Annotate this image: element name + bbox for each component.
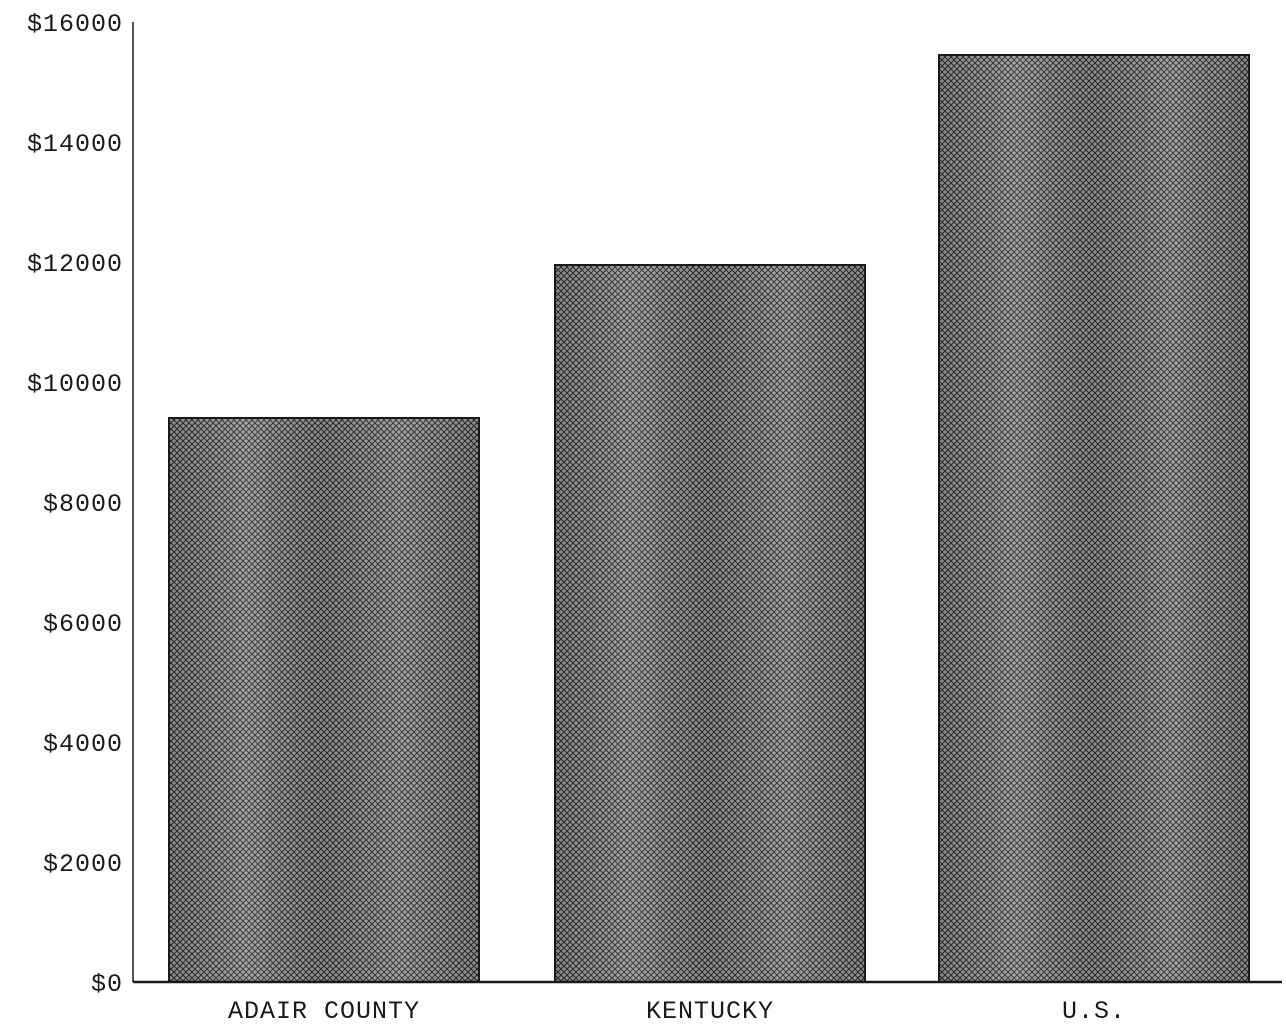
y-axis-ticks: $0 $2000 $4000 $6000 $8000 $10000 $12000 $14000…: [27, 10, 123, 999]
bar-shading: [940, 56, 1248, 981]
y-tick-label: $12000: [27, 250, 123, 279]
x-category-label: KENTUCKY: [646, 997, 774, 1023]
x-category-label: ADAIR COUNTY: [228, 997, 420, 1023]
y-tick-label: $0: [91, 970, 123, 999]
y-tick-label: $8000: [43, 490, 123, 519]
bar-shading: [170, 419, 478, 981]
y-tick-label: $4000: [43, 730, 123, 759]
x-axis-labels: ADAIR COUNTY KENTUCKY U.S.: [228, 997, 1126, 1026]
y-tick-label: $16000: [27, 10, 123, 39]
y-tick-label: $10000: [27, 370, 123, 399]
y-tick-label: $2000: [43, 850, 123, 879]
bar-shading: [556, 266, 864, 981]
bars: [168, 54, 1250, 983]
y-tick-label: $14000: [27, 130, 123, 159]
y-tick-label: $6000: [43, 610, 123, 639]
x-category-label: U.S.: [1062, 997, 1126, 1023]
